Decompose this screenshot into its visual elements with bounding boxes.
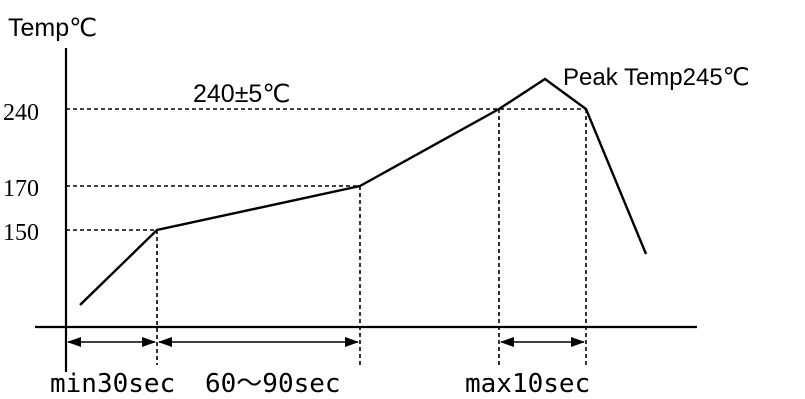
y-tick-170: 170 [3,176,39,202]
y-axis-label: Temp℃ [8,14,97,42]
duration-label-max10sec: max10sec [465,369,590,399]
plateau-label: 240±5℃ [193,80,290,108]
peak-temp-label: Peak Temp245℃ [563,64,750,91]
duration-label-min30sec: min30sec [50,369,175,399]
duration-label-60-90sec: 60～90sec [205,369,341,399]
temperature-profile-curve [79,77,648,306]
y-tick-150: 150 [3,220,39,246]
y-tick-240: 240 [3,100,39,126]
